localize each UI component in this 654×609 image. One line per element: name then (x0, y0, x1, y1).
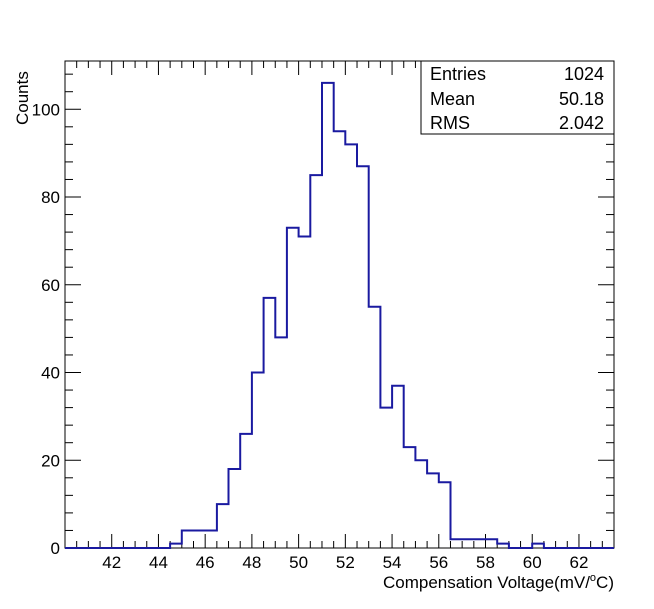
stats-value-entries: 1024 (564, 64, 604, 84)
y-axis-title: Counts (13, 71, 32, 125)
stats-value-rms: 2.042 (559, 113, 604, 133)
y-tick-label: 20 (41, 451, 60, 470)
stats-box-frame (420, 60, 615, 135)
y-tick-label: 60 (41, 276, 60, 295)
y-tick-label: 40 (41, 364, 60, 383)
x-tick-label: 60 (523, 553, 542, 572)
stats-value-mean: 50.18 (559, 89, 604, 109)
stats-label-entries: Entries (430, 64, 486, 84)
x-tick-label: 44 (149, 553, 168, 572)
y-tick-label: 0 (51, 539, 60, 558)
x-tick-label: 56 (429, 553, 448, 572)
x-axis-title-unit: C) (596, 573, 614, 592)
stats-label-mean: Mean (430, 89, 475, 109)
x-tick-label: 52 (336, 553, 355, 572)
x-tick-label: 48 (242, 553, 261, 572)
x-tick-label: 46 (196, 553, 215, 572)
x-tick-label: 62 (569, 553, 588, 572)
y-tick-label: 80 (41, 188, 60, 207)
x-tick-label: 58 (476, 553, 495, 572)
stats-label-rms: RMS (430, 113, 470, 133)
x-axis-title-degree: o (590, 572, 596, 584)
x-axis-title: Compensation Voltage(mV/oC) (383, 572, 614, 592)
y-tick-label: 100 (32, 100, 60, 119)
x-tick-label: 50 (289, 553, 308, 572)
x-tick-label: 42 (102, 553, 121, 572)
x-axis-title-main: Compensation Voltage(mV/ (383, 573, 590, 592)
axis-tick-labels: 42 44 46 48 50 52 54 56 58 60 62 0 20 40 60 80 100 (32, 100, 589, 572)
plot-frame (64, 60, 615, 549)
stats-box: Entries 1024 Mean 50.18 RMS 2.042 (420, 60, 615, 135)
histogram-outline (65, 81, 614, 549)
x-tick-label: 54 (383, 553, 402, 572)
